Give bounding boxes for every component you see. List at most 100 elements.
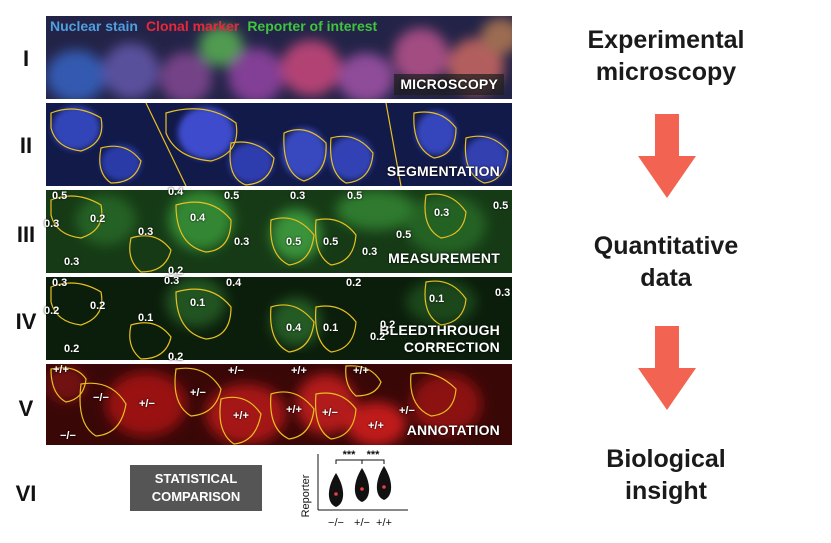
violin-ylabel: Reporter [300,474,312,517]
microscopy-label: MICROSCOPY [394,74,504,95]
genotype-label-11: +/− [399,405,415,417]
bleedthrough-label: BLEEDTHROUGH CORRECTION [379,322,500,356]
significance-label-1: *** [343,449,357,461]
annotation-panel: ANNOTATION [46,364,512,445]
violin-1 [328,473,344,507]
step-quantitative-data: Quantitative data [556,230,776,294]
corrected-value-12: 0.1 [429,293,445,305]
violin-median-1 [334,492,338,496]
genotype-label-8: +/+ [353,365,369,377]
step-2-line1: Quantitative [593,232,739,260]
annotation-image [46,364,512,445]
legend-nuclear-stain: Nuclear stain [50,18,138,34]
row-numeral-4: IV [15,309,37,334]
measurement-value-13: 0.3 [434,207,450,219]
measurement-value-12: 0.5 [347,190,363,202]
measurement-value-5: 0.3 [64,256,80,268]
measurement-value-3: 0.2 [90,213,106,225]
genotype-label-3: +/− [139,398,155,410]
genotype-label-1: +/+ [53,364,69,376]
measurement-value-17: 0.5 [493,200,509,212]
genotype-label-6: +/+ [233,410,249,422]
corrected-value-8: 0.1 [190,297,206,309]
genotype-label-9: +/+ [286,404,302,416]
significance-label-2: *** [367,449,381,461]
corrected-value-13: 0.3 [495,287,511,299]
bleedthrough-panel: BLEEDTHROUGH CORRECTION [46,277,512,360]
bleedthrough-image [46,277,512,360]
row-numeral-3: III [16,222,36,247]
violin-median-3 [382,485,386,489]
segmentation-panel: SEGMENTATION [46,103,512,186]
corrected-value-16: 0.2 [380,319,396,331]
genotype-label-5: +/− [228,365,244,377]
step-experimental-microscopy: Experimental microscopy [556,24,776,88]
violin-category-2: +/− [354,517,370,529]
down-arrow-icon-2 [638,326,696,410]
legend-reporter: Reporter of interest [247,18,378,34]
step-2-line2: data [640,264,692,292]
segmentation-label: SEGMENTATION [386,163,500,179]
bleedthrough-label-line2: CORRECTION [403,339,500,355]
violin-category-3: +/+ [376,517,392,529]
measurement-value-6: 0.4 [190,212,206,224]
statistical-comparison-box: STATISTICAL COMPARISON [130,465,262,511]
corrected-value-9: 0.4 [286,322,302,334]
genotype-label-12: +/+ [368,420,384,432]
corrected-value-3: 0.2 [90,300,106,312]
measurement-image [46,190,512,273]
measurement-value-7: 0.5 [224,190,240,202]
genotype-label-4: +/− [190,387,206,399]
annotation-label: ANNOTATION [406,422,500,438]
genotype-label-10: +/− [322,407,338,419]
corrected-value-11: 0.2 [346,277,362,289]
genotype-label-7: +/+ [291,365,307,377]
measurement-value-8: 0.3 [234,236,250,248]
measurement-panel: MEASUREMENT [46,190,512,273]
corrected-value-6: 0.3 [164,275,180,287]
violin-2 [354,468,370,502]
corrected-value-10: 0.1 [323,322,339,334]
corrected-value-1: 0.3 [52,277,68,289]
step-1-line2: microscopy [595,58,737,86]
corrected-value-5: 0.2 [64,343,80,355]
step-3-line2: insight [625,477,707,505]
measurement-value-9: 0.5 [286,236,302,248]
down-arrow-icon-1 [638,114,696,198]
corrected-value-7: 0.4 [226,277,242,289]
genotype-label-13: −/− [60,430,76,442]
step-1-line1: Experimental [587,26,745,54]
measurement-value-2: 0.3 [44,218,60,230]
stat-box-line1: STATISTICAL [154,471,238,486]
measurement-value-14: 0.5 [396,229,412,241]
violin-plot-svg: Reporter −/− +/− +/+ *** *** [300,449,408,529]
bleedthrough-label-line1: BLEEDTHROUGH [379,322,500,338]
corrected-value-4: 0.1 [138,312,154,324]
violin-3 [376,466,392,500]
row-numeral-1: I [22,46,30,71]
row-numeral-2: II [19,133,33,158]
violin-median-2 [360,487,364,491]
corrected-value-15: 0.2 [168,351,184,363]
step-3-line1: Biological [606,445,726,473]
significance-bracket-2 [361,459,385,464]
step-biological-insight: Biological insight [556,443,776,507]
violin-plot: Reporter −/− +/− +/+ *** *** [296,448,420,538]
measurement-value-4: 0.3 [138,226,154,238]
legend-clonal-marker: Clonal marker [145,18,240,34]
segmentation-image [46,103,512,186]
measurement-value-10: 0.5 [323,236,339,248]
channel-legend: Nuclear stain Clonal marker Reporter of … [50,18,377,34]
stat-box-line2: COMPARISON [151,489,241,504]
measurement-label: MEASUREMENT [388,250,500,266]
violin-category-1: −/− [328,517,344,529]
measurement-value-1: 0.5 [52,190,68,202]
corrected-value-2: 0.2 [44,305,60,317]
microscopy-panel: Nuclear stain Clonal marker Reporter of … [46,16,512,99]
measurement-value-18: 0.2 [168,265,184,277]
measurement-value-15: 0.3 [362,246,378,258]
row-numeral-5: V [18,396,34,421]
measurement-value-16: 0.4 [168,186,184,198]
genotype-label-2: −/− [93,392,109,404]
measurement-value-11: 0.3 [290,190,306,202]
